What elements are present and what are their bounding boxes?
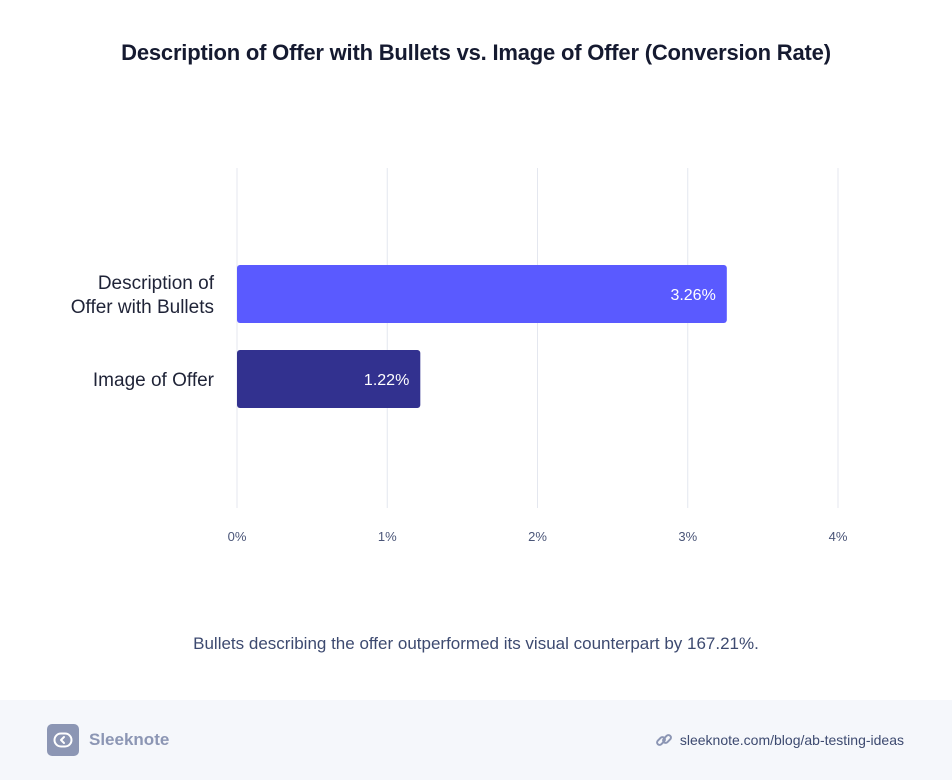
bar [237,350,421,408]
brand-name: Sleeknote [89,730,170,749]
x-tick-label: 4% [829,529,848,544]
brand-logo[interactable]: Sleeknote [47,724,169,756]
x-tick-label: 1% [378,529,397,544]
data-label: 1.22% [364,372,409,389]
bar-chart: 0% 1% 2% 3% 4% 3.26% Description of Offer with … [71,168,848,544]
chart-caption: Bullets describing the offer outperforme… [193,634,759,653]
source-link[interactable]: sleeknote.com/blog/ab-testing-ideas [655,731,904,749]
chart-title: Description of Offer with Bullets vs. Im… [121,40,831,65]
sleeknote-logo-icon [47,724,79,756]
x-tick-label: 3% [678,529,697,544]
data-label: 3.26% [670,287,715,304]
link-icon [655,734,672,746]
category-label: Image of Offer [93,370,215,391]
bar [237,265,727,323]
x-tick-label: 0% [228,529,247,544]
category-label: Description of Offer with Bullets [71,273,215,318]
source-url: sleeknote.com/blog/ab-testing-ideas [679,732,904,748]
x-tick-label: 2% [528,529,547,544]
footer: Sleeknote sleeknote.com/blog/ab-testing-… [0,700,952,780]
